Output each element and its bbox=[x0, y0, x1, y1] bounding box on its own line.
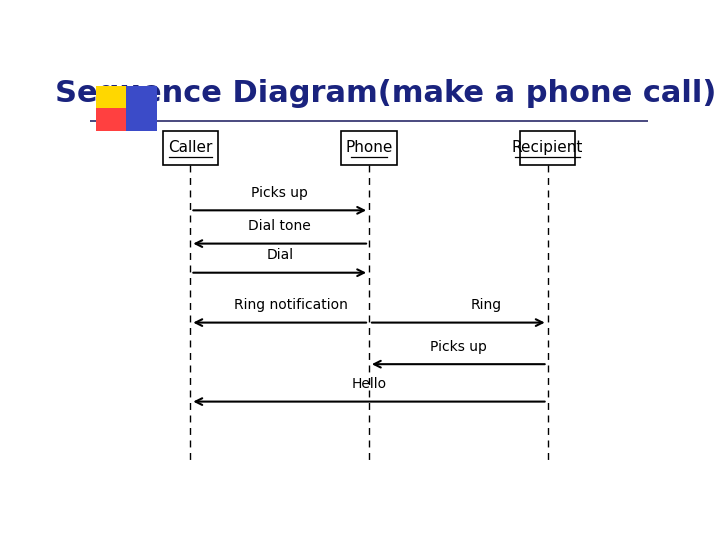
Bar bbox=[163, 131, 218, 165]
Text: Ring notification: Ring notification bbox=[234, 298, 348, 312]
Bar bbox=[96, 109, 126, 131]
Bar bbox=[126, 109, 157, 131]
Text: Ring: Ring bbox=[471, 298, 502, 312]
Text: Hello: Hello bbox=[351, 377, 387, 391]
Text: Recipient: Recipient bbox=[512, 140, 583, 156]
Bar bbox=[126, 85, 157, 109]
Text: Caller: Caller bbox=[168, 140, 212, 156]
Bar bbox=[341, 131, 397, 165]
Text: Dial tone: Dial tone bbox=[248, 219, 311, 233]
Text: Dial: Dial bbox=[266, 248, 293, 262]
Text: Picks up: Picks up bbox=[251, 186, 308, 200]
Text: Phone: Phone bbox=[346, 140, 392, 156]
Bar bbox=[96, 85, 126, 109]
Text: Sequence Diagram(make a phone call): Sequence Diagram(make a phone call) bbox=[55, 79, 716, 109]
Bar bbox=[520, 131, 575, 165]
Text: Picks up: Picks up bbox=[430, 340, 487, 354]
